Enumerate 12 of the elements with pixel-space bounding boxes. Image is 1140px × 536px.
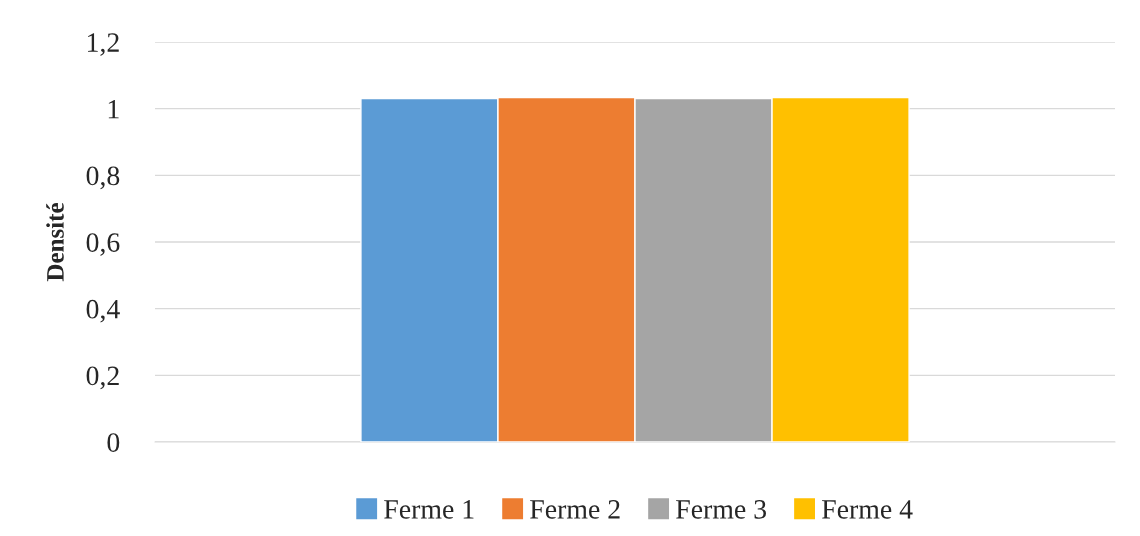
legend-label: Ferme 1 — [384, 500, 474, 519]
legend-label: Ferme 2 — [530, 500, 620, 519]
y-tick-label: 0,2 — [86, 366, 119, 390]
legend-label: Ferme 3 — [676, 500, 766, 519]
y-tick-label: 0,8 — [86, 166, 120, 190]
y-tick-label: 0,6 — [86, 233, 120, 256]
y-tick-label: 1,2 — [88, 33, 119, 56]
y-axis-title: Densité — [46, 203, 64, 282]
y-tick-label: 0 — [107, 433, 120, 452]
legend-label: Ferme 4 — [822, 500, 913, 519]
y-tick-label: 1 — [108, 99, 119, 119]
y-tick-label: 0,4 — [86, 299, 120, 323]
